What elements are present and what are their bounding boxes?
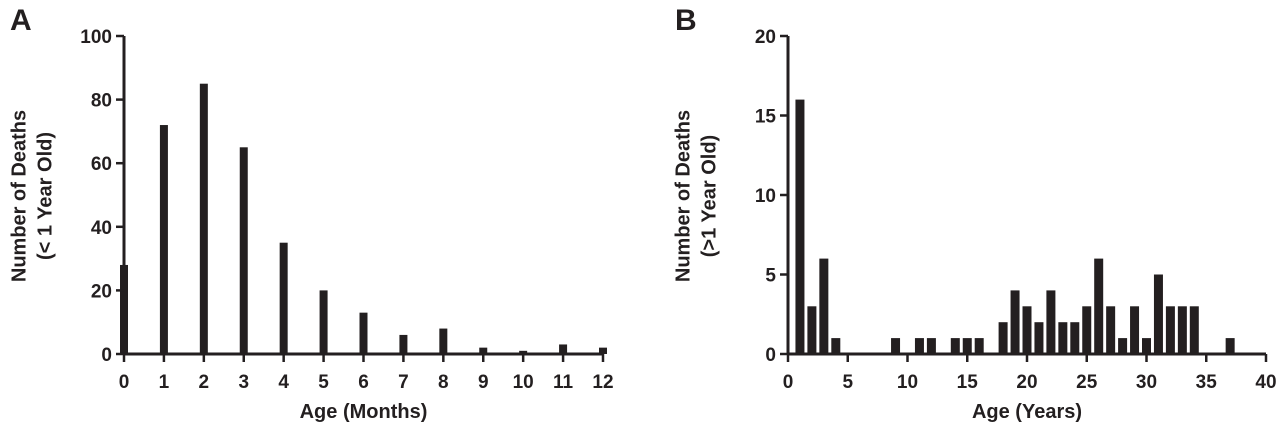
y-tick-label: 0 <box>765 345 776 366</box>
x-tick-label: 3 <box>238 372 249 393</box>
bar <box>1082 306 1092 354</box>
bar <box>795 99 805 354</box>
bar <box>998 322 1008 354</box>
y-tick-label: 10 <box>755 186 776 207</box>
x-tick-label: 4 <box>278 372 289 393</box>
x-tick-label: 40 <box>1255 372 1276 393</box>
x-tick-label: 1 <box>159 372 170 393</box>
bar <box>962 338 972 354</box>
bar <box>1046 290 1056 354</box>
panel-letter: B <box>675 4 697 37</box>
bar <box>1106 306 1116 354</box>
bar <box>479 347 488 354</box>
bar <box>950 338 960 354</box>
y-tick-label: 100 <box>80 27 112 48</box>
bar <box>1130 306 1140 354</box>
x-tick-label: 5 <box>318 372 329 393</box>
bar <box>1034 322 1044 354</box>
bar <box>159 125 168 354</box>
bar <box>1142 338 1151 354</box>
y-tick-label: 20 <box>91 281 112 302</box>
x-tick-label: 15 <box>957 372 979 393</box>
x-tick-label: 12 <box>592 372 613 393</box>
bar <box>891 338 901 354</box>
y-axis-label: (< 1 Year Old) <box>34 132 56 260</box>
y-axis-label: Number of Deaths <box>8 110 30 282</box>
bar <box>279 242 288 354</box>
bar <box>1177 306 1187 354</box>
x-tick-label: 25 <box>1076 372 1098 393</box>
bar <box>1070 322 1080 354</box>
x-tick-label: 0 <box>783 372 794 393</box>
x-tick-label: 9 <box>478 372 489 393</box>
bar <box>1165 306 1175 354</box>
bar <box>1058 322 1068 354</box>
bar <box>807 306 817 354</box>
y-tick-label: 15 <box>755 107 777 128</box>
bar <box>831 338 841 354</box>
x-tick-label: 10 <box>513 372 534 393</box>
x-tick-label: 20 <box>1016 372 1037 393</box>
x-axis-label: Age (Months) <box>300 401 428 423</box>
x-tick-label: 8 <box>438 372 449 393</box>
y-tick-label: 20 <box>755 27 776 48</box>
bar <box>926 338 936 354</box>
bar <box>319 290 328 354</box>
bar <box>1189 306 1199 354</box>
bar <box>819 258 829 354</box>
bar <box>559 344 568 354</box>
x-tick-label: 0 <box>119 372 130 393</box>
x-tick-label: 6 <box>358 372 369 393</box>
x-tick-label: 7 <box>398 372 409 393</box>
x-tick-label: 30 <box>1136 372 1157 393</box>
bar <box>239 147 248 354</box>
y-tick-label: 60 <box>91 154 112 175</box>
bar <box>1118 338 1128 354</box>
bar <box>974 338 984 354</box>
bar <box>199 83 208 354</box>
y-tick-label: 80 <box>91 91 112 112</box>
bar <box>1010 290 1020 354</box>
y-tick-label: 5 <box>765 266 776 287</box>
panel-letter: A <box>10 4 32 37</box>
bar <box>599 347 607 354</box>
bar <box>1094 258 1104 354</box>
x-tick-label: 2 <box>199 372 210 393</box>
bar <box>1022 306 1032 354</box>
x-tick-label: 10 <box>897 372 918 393</box>
bar <box>1225 338 1235 354</box>
y-tick-label: 0 <box>101 345 112 366</box>
bar <box>359 312 368 354</box>
bar <box>914 338 924 354</box>
bar <box>519 350 528 354</box>
bar <box>399 334 408 354</box>
y-axis-label: Number of Deaths <box>672 110 694 282</box>
x-axis-label: Age (Years) <box>972 401 1082 423</box>
bar <box>1153 274 1163 354</box>
x-tick-label: 35 <box>1196 372 1218 393</box>
x-tick-label: 11 <box>553 372 574 393</box>
y-tick-label: 40 <box>91 218 112 239</box>
panel-b: B 0 5 10 15 20 0 5 10 15 20 25 30 35 40 Age (Years) Numb… <box>672 4 1276 423</box>
y-axis-label: (>1 Year Old) <box>698 135 720 257</box>
bar <box>439 328 448 354</box>
x-tick-label: 5 <box>842 372 853 393</box>
